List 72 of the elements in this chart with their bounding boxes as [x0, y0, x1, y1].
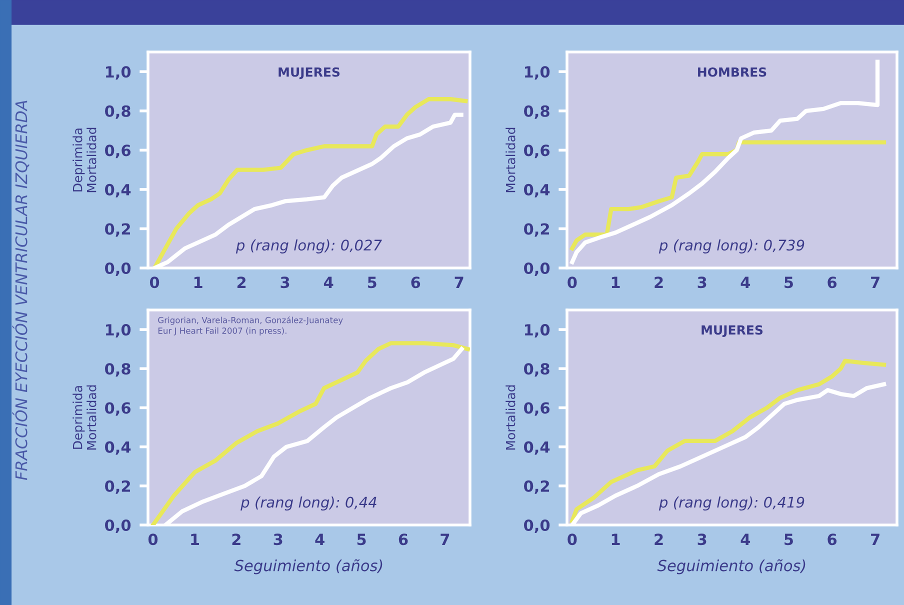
x-tick-label: 0 — [568, 534, 577, 546]
y-axis-title: Mortalidad — [506, 385, 516, 450]
y-tick-label: 0,8 — [524, 363, 550, 377]
x-tick-label: 5 — [784, 534, 793, 546]
x-tick-label: 6 — [828, 534, 837, 546]
x-tick-label: 7 — [454, 276, 464, 288]
x-tick-label: 0 — [150, 276, 160, 288]
x-tick-label: 2 — [232, 534, 240, 545]
x-tick-label: 3 — [280, 276, 290, 288]
x-tick-label: 1 — [194, 276, 202, 288]
x-tick-label: 1 — [191, 534, 199, 545]
text: HOMBRES — [698, 67, 766, 77]
annotation: p (rang long): 0,419 — [658, 496, 804, 511]
x-tick-label: 4 — [324, 276, 334, 288]
y-tick-label: 0,0 — [105, 519, 131, 533]
line-series — [570, 358, 886, 524]
annotation: Grigorian, Varela-Roman, González-Juanatey Eur J Heart Fail 2007 (in press). — [158, 316, 343, 336]
y-tick-label: 0,4 — [105, 184, 131, 198]
y-tick-label: 0,0 — [524, 262, 550, 276]
x-tick-label: 6 — [411, 276, 420, 288]
x-tick-label: 0 — [568, 276, 577, 288]
x-tick-label: 3 — [698, 534, 706, 546]
x-tick-label: 0 — [148, 534, 158, 546]
x-tick-label: 5 — [784, 276, 793, 288]
y-tick-label: 0,6 — [524, 144, 550, 158]
y-tick-label: 1,0 — [524, 324, 550, 338]
x-tick-label: 2 — [654, 276, 663, 288]
y-tick-label: 0,2 — [524, 480, 550, 494]
text: MUJERES — [278, 67, 340, 80]
x-tick-label: 7 — [871, 534, 880, 545]
x-tick-label: 1 — [612, 534, 620, 545]
y-tick-label: 1,0 — [524, 66, 550, 80]
y-axis-title: Mortalidad — [506, 128, 516, 192]
x-tick-label: 5 — [357, 534, 366, 546]
y-tick-label: 0,0 — [524, 519, 550, 533]
y-tick-label: 1,0 — [106, 66, 131, 80]
y-axis-title: Deprimida Mortalidad — [72, 385, 96, 450]
y-tick-label: 0,8 — [105, 363, 130, 377]
x-axis-title: Seguimiento (años) — [234, 559, 382, 574]
y-tick-label: 0,0 — [105, 262, 131, 276]
x-tick-label: 4 — [740, 276, 750, 288]
x-tick-label: 7 — [440, 534, 450, 545]
x-tick-label: 7 — [871, 276, 880, 288]
x-tick-label: 2 — [654, 534, 663, 545]
x-tick-label: 3 — [698, 276, 706, 288]
x-tick-label: 1 — [612, 276, 620, 288]
y-tick-label: 0,6 — [105, 402, 131, 416]
y-tick-label: 0,8 — [524, 105, 550, 119]
y-tick-label: 0,2 — [105, 480, 130, 494]
y-tick-label: 0,2 — [524, 223, 550, 237]
x-tick-label: 4 — [315, 534, 324, 545]
y-tick-label: 0,6 — [105, 144, 131, 158]
y-tick-label: 1,0 — [106, 324, 131, 338]
x-tick-label: 2 — [237, 276, 246, 288]
y-axis-title: Deprimida Mortalidad — [72, 128, 96, 192]
text: MUJERES — [702, 325, 763, 338]
y-tick-label: 0,2 — [105, 223, 130, 237]
x-tick-label: 4 — [740, 534, 750, 545]
y-tick-label: 0,4 — [524, 184, 550, 198]
annotation: p (rang long): 0,44 — [240, 496, 376, 511]
x-axis-title: Seguimiento (años) — [657, 559, 806, 574]
y-tick-label: 0,6 — [524, 402, 550, 416]
x-tick-label: 5 — [368, 276, 376, 288]
y-tick-label: 0,4 — [524, 441, 550, 455]
y-tick-label: 0,4 — [105, 441, 131, 455]
annotation: p (rang long): 0,739 — [658, 239, 804, 254]
x-tick-label: 3 — [274, 534, 282, 546]
text: FRACCIÓN EYECCIÓN VENTRICULAR IZQUIERDA — [12, 100, 30, 480]
annotation: p (rang long): 0,027 — [236, 239, 382, 254]
y-tick-label: 0,8 — [105, 105, 130, 119]
x-tick-label: 6 — [828, 276, 837, 288]
x-tick-label: 6 — [398, 534, 408, 546]
